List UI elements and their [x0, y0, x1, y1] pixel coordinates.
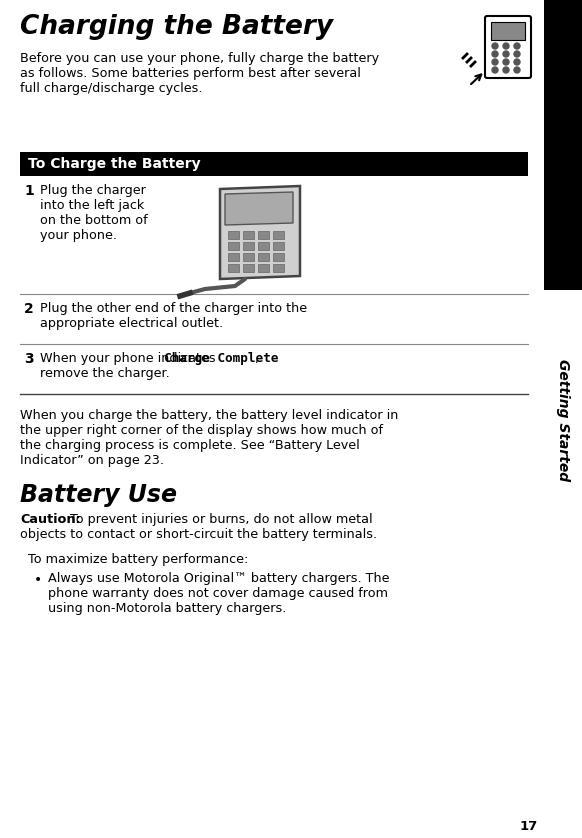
Bar: [243, 253, 254, 261]
Text: Charging the Battery: Charging the Battery: [20, 14, 333, 40]
Circle shape: [514, 67, 520, 73]
Bar: [273, 231, 284, 239]
Text: Always use Motorola Original™ battery chargers. The: Always use Motorola Original™ battery ch…: [48, 572, 389, 585]
Text: into the left jack: into the left jack: [40, 199, 144, 212]
Text: To prevent injuries or burns, do not allow metal: To prevent injuries or burns, do not all…: [66, 513, 372, 526]
Circle shape: [503, 67, 509, 73]
Circle shape: [492, 43, 498, 49]
Circle shape: [503, 43, 509, 49]
Text: Getting Started: Getting Started: [556, 359, 570, 481]
Bar: [258, 231, 269, 239]
Text: your phone.: your phone.: [40, 229, 117, 242]
Text: To maximize battery performance:: To maximize battery performance:: [28, 553, 249, 566]
Text: 3: 3: [24, 352, 34, 366]
Circle shape: [514, 51, 520, 57]
Text: ,: ,: [254, 352, 258, 365]
Bar: [243, 264, 254, 272]
Text: Before you can use your phone, fully charge the battery: Before you can use your phone, fully cha…: [20, 52, 379, 65]
Bar: [243, 242, 254, 250]
FancyBboxPatch shape: [485, 16, 531, 78]
Text: phone warranty does not cover damage caused from: phone warranty does not cover damage cau…: [48, 587, 388, 600]
Text: Plug the charger: Plug the charger: [40, 184, 146, 197]
Circle shape: [492, 51, 498, 57]
Bar: [258, 264, 269, 272]
Bar: [228, 242, 239, 250]
Bar: [258, 253, 269, 261]
Bar: [20, 152, 528, 176]
Text: remove the charger.: remove the charger.: [40, 367, 170, 380]
Bar: [228, 264, 239, 272]
Text: appropriate electrical outlet.: appropriate electrical outlet.: [40, 317, 223, 330]
Bar: [228, 231, 239, 239]
Text: When your phone indicates: When your phone indicates: [40, 352, 219, 365]
Bar: [243, 231, 254, 239]
Bar: [273, 264, 284, 272]
Text: 1: 1: [24, 184, 34, 198]
Text: on the bottom of: on the bottom of: [40, 214, 148, 227]
Circle shape: [492, 67, 498, 73]
Polygon shape: [220, 186, 300, 279]
Circle shape: [514, 59, 520, 65]
Bar: [544, 0, 582, 290]
Text: using non-Motorola battery chargers.: using non-Motorola battery chargers.: [48, 602, 286, 615]
Text: Battery Use: Battery Use: [20, 483, 177, 507]
Text: full charge/discharge cycles.: full charge/discharge cycles.: [20, 82, 203, 95]
Circle shape: [503, 51, 509, 57]
Circle shape: [514, 43, 520, 49]
Bar: [273, 242, 284, 250]
Text: as follows. Some batteries perform best after several: as follows. Some batteries perform best …: [20, 67, 361, 80]
Text: When you charge the battery, the battery level indicator in: When you charge the battery, the battery…: [20, 409, 398, 422]
Text: objects to contact or short-circuit the battery terminals.: objects to contact or short-circuit the …: [20, 528, 377, 541]
Bar: [273, 253, 284, 261]
Text: 17: 17: [520, 820, 538, 833]
Text: 2: 2: [24, 302, 34, 316]
Circle shape: [503, 59, 509, 65]
Bar: [228, 253, 239, 261]
Text: the upper right corner of the display shows how much of: the upper right corner of the display sh…: [20, 424, 383, 437]
Polygon shape: [225, 192, 293, 225]
Text: the charging process is complete. See “Battery Level: the charging process is complete. See “B…: [20, 439, 360, 452]
Bar: [491, 22, 525, 40]
Text: Caution:: Caution:: [20, 513, 81, 526]
Text: Charge Complete: Charge Complete: [164, 352, 279, 365]
Text: •: •: [34, 573, 42, 587]
Bar: [258, 242, 269, 250]
Text: To Charge the Battery: To Charge the Battery: [28, 157, 201, 171]
Circle shape: [492, 59, 498, 65]
Text: Indicator” on page 23.: Indicator” on page 23.: [20, 454, 164, 467]
Text: Plug the other end of the charger into the: Plug the other end of the charger into t…: [40, 302, 307, 315]
